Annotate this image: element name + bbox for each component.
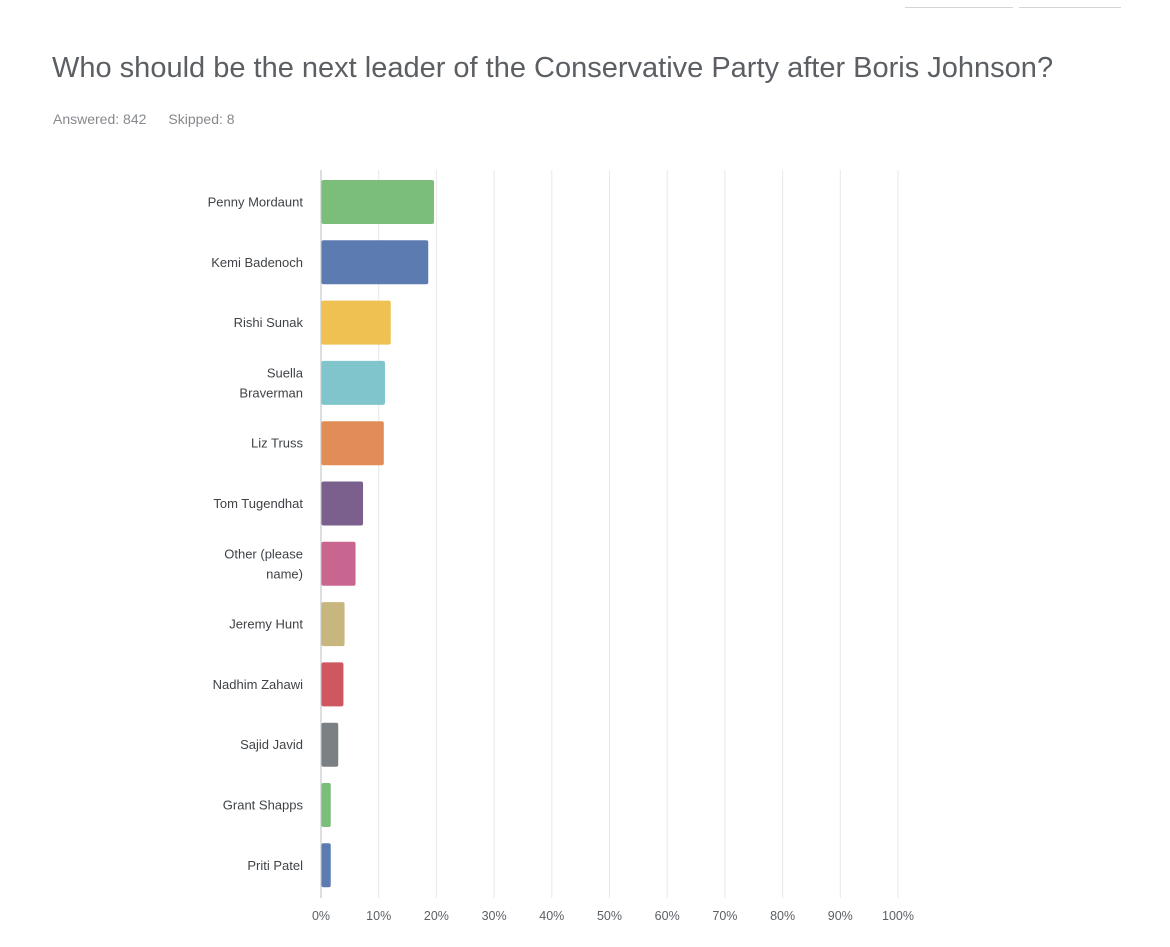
answered-count: Answered: 842 [53,111,147,127]
category-label: Tom Tugendhat [213,496,303,511]
category-label-line: Rishi Sunak [234,315,304,330]
bar [321,722,339,767]
x-tick-label: 80% [770,909,795,923]
category-label-line: Other (please [224,546,303,561]
category-label: Sajid Javid [240,737,303,752]
bar [321,541,356,586]
bar [321,783,331,827]
x-tick-label: 10% [366,909,391,923]
category-label: Suella Braverman [239,365,303,400]
category-label-line: Suella [267,365,304,380]
response-stats: Answered: 842 Skipped: 8 [53,111,235,127]
x-tick-label: 100% [882,909,914,923]
bar [321,180,435,224]
bar [321,662,344,707]
category-label: Liz Truss [251,436,304,451]
category-label-line: Tom Tugendhat [213,496,303,511]
category-label: Rishi Sunak [234,315,304,330]
category-label: Nadhim Zahawi [213,677,303,692]
x-tick-label: 30% [482,909,507,923]
bar [321,602,345,647]
category-label-line: Jeremy Hunt [229,617,303,632]
category-label: Other (please name) [224,546,303,581]
category-label: Priti Patel [247,858,303,873]
category-label-line: Priti Patel [247,858,303,873]
bar [321,481,364,526]
bar [321,843,331,888]
category-label-line: Penny Mordaunt [208,195,304,210]
category-label-line: Liz Truss [251,436,304,451]
skipped-count: Skipped: 8 [168,111,235,127]
category-label-line: Grant Shapps [223,798,304,813]
x-tick-label: 0% [312,909,330,923]
top-tab-left[interactable] [905,0,1013,8]
bar [321,421,384,466]
bar [321,300,391,345]
category-label: Grant Shapps [223,798,304,813]
question-title: Who should be the next leader of the Con… [52,52,1054,84]
x-tick-label: 20% [424,909,449,923]
bar [321,360,385,405]
category-label-line: Sajid Javid [240,737,303,752]
x-tick-label: 70% [712,909,737,923]
x-tick-label: 90% [828,909,853,923]
category-label-line: name) [266,566,303,581]
bar [321,240,429,285]
x-tick-label: 50% [597,909,622,923]
category-label: Jeremy Hunt [229,617,303,632]
category-label-line: Kemi Badenoch [211,255,303,270]
x-tick-label: 40% [539,909,564,923]
category-label: Penny Mordaunt [208,195,304,210]
category-label-line: Nadhim Zahawi [213,677,303,692]
category-label-line: Braverman [239,385,303,400]
x-tick-label: 60% [655,909,680,923]
category-label: Kemi Badenoch [211,255,303,270]
top-tab-right[interactable] [1019,0,1121,8]
